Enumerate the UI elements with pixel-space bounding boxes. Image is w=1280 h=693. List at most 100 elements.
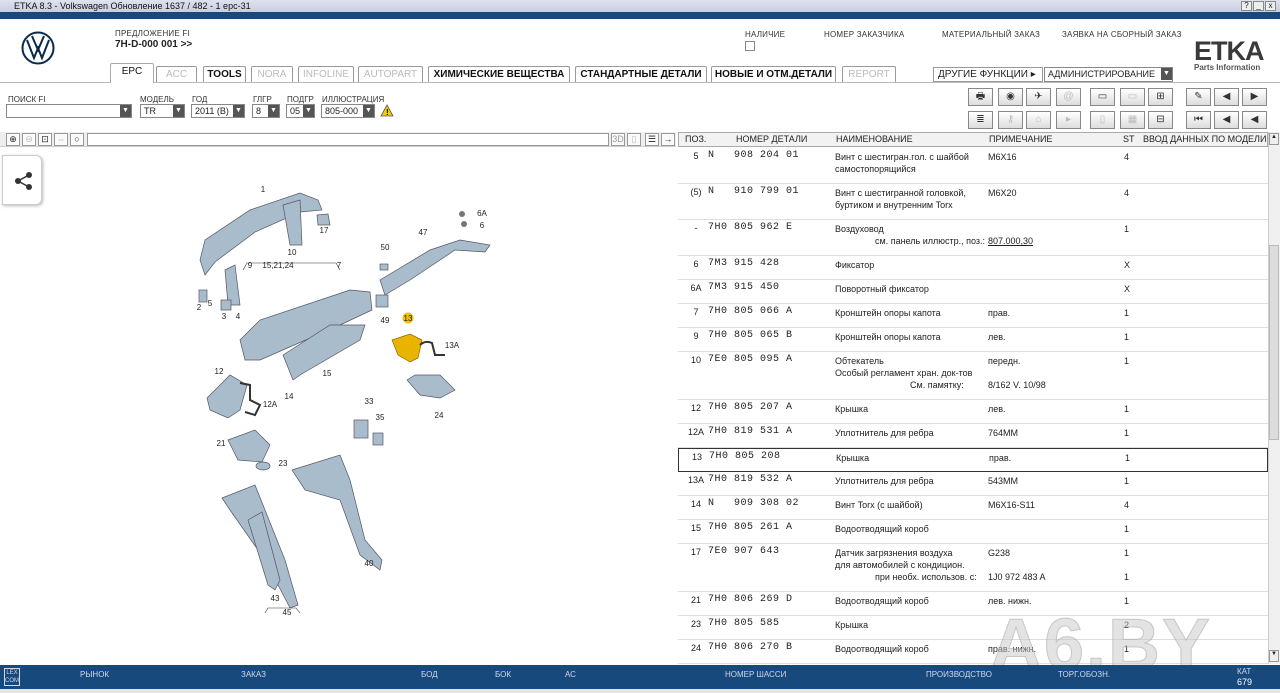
table-row[interactable]: 14 N 909 308 02 Винт Torx (с шайбой) M6X16-… bbox=[678, 496, 1268, 520]
tab-tools[interactable]: TOOLS bbox=[203, 66, 246, 82]
callout-15-21-24[interactable]: 15,21,24 bbox=[262, 261, 294, 270]
chevron-down-icon[interactable]: ▼ bbox=[1161, 68, 1172, 80]
table-row[interactable]: 9 7H0 805 065 B Кронштейн опоры капота лев.… bbox=[678, 328, 1268, 352]
callout-13[interactable]: 13 bbox=[404, 314, 413, 323]
prev-page-icon[interactable]: ◀ bbox=[1214, 88, 1239, 106]
chevron-down-icon[interactable]: ▼ bbox=[233, 105, 244, 117]
search-input[interactable]: ▼ bbox=[6, 104, 132, 118]
tab-infoline[interactable]: INFOLINE bbox=[298, 66, 354, 82]
col-note[interactable]: ПРИМЕЧАНИЕ bbox=[989, 134, 1053, 144]
connect-icon[interactable]: ▸ bbox=[1056, 111, 1081, 129]
table-row[interactable]: (5) N 910 799 01 Винт с шестигранной голов… bbox=[678, 184, 1268, 220]
back-icon[interactable]: ◀ bbox=[1242, 111, 1267, 129]
callout-17[interactable]: 17 bbox=[320, 226, 329, 235]
callout-13A[interactable]: 13A bbox=[445, 341, 460, 350]
callout-1[interactable]: 1 bbox=[261, 185, 266, 194]
callout-7[interactable]: 7 bbox=[337, 261, 342, 270]
cd-icon[interactable]: ◉ bbox=[998, 88, 1023, 106]
pch-icon[interactable]: ▦ bbox=[1120, 111, 1145, 129]
callout-33[interactable]: 33 bbox=[365, 397, 374, 406]
3d-button[interactable]: 3D bbox=[611, 133, 625, 146]
callout-43[interactable]: 43 bbox=[271, 594, 280, 603]
offer-link[interactable]: 7H-D-000 001 >> bbox=[115, 39, 193, 50]
layout-icon[interactable]: ☰ bbox=[645, 133, 659, 146]
callout-10[interactable]: 10 bbox=[288, 248, 297, 257]
device-icon[interactable]: ▯ bbox=[1090, 111, 1115, 129]
parts-illustration[interactable]: 1 17 10 9 15,21,24 7 50 47 6A 6 2 53 4 49 13 13A 12 15 14 1… bbox=[180, 180, 510, 625]
table-row[interactable]: 6A 7M3 915 450 Поворотный фиксатор X bbox=[678, 280, 1268, 304]
cart-add-icon[interactable]: ⊞ bbox=[1148, 88, 1173, 106]
minimize-button[interactable]: _ bbox=[1253, 1, 1264, 11]
zoom-in-icon[interactable]: ⊕ bbox=[6, 133, 20, 146]
callout-24[interactable]: 24 bbox=[435, 411, 444, 420]
callout-45[interactable]: 45 bbox=[283, 608, 292, 617]
col-part-number[interactable]: НОМЕР ДЕТАЛИ bbox=[736, 134, 808, 144]
sub-group-select[interactable]: 05 ▼ bbox=[286, 104, 315, 118]
other-functions-select[interactable]: АДМИНИСТРИРОВАНИЕ ▼ bbox=[1044, 67, 1173, 82]
col-name[interactable]: НАИМЕНОВАНИЕ bbox=[836, 134, 913, 144]
email-icon[interactable]: @ bbox=[1056, 88, 1081, 106]
tab-новые-и-отм-детали[interactable]: НОВЫЕ И ОТМ.ДЕТАЛИ bbox=[711, 66, 836, 82]
table-row[interactable]: 13 7H0 805 208 Крышка прав. 1 bbox=[678, 448, 1268, 472]
list-icon[interactable]: ≣ bbox=[968, 111, 993, 129]
chevron-down-icon[interactable]: ▼ bbox=[173, 105, 184, 117]
warning-icon[interactable]: ! bbox=[380, 104, 394, 117]
tab-стандартные-детали[interactable]: СТАНДАРТНЫЕ ДЕТАЛИ bbox=[575, 66, 707, 82]
callout-23[interactable]: 23 bbox=[279, 459, 288, 468]
callout-12[interactable]: 12 bbox=[215, 367, 224, 376]
tab-autopart[interactable]: AUTOPART bbox=[358, 66, 423, 82]
viewer-path-field[interactable] bbox=[87, 133, 609, 146]
table-row[interactable]: 15 7H0 805 261 A Водоотводящий короб 1 bbox=[678, 520, 1268, 544]
table-row[interactable]: 7 7H0 805 066 A Кронштейн опоры капота прав… bbox=[678, 304, 1268, 328]
callout-15[interactable]: 15 bbox=[323, 369, 332, 378]
scrollbar-thumb[interactable] bbox=[1269, 245, 1279, 440]
callout-4[interactable]: 4 bbox=[236, 312, 241, 321]
col-qty[interactable]: ST bbox=[1123, 134, 1135, 144]
world-icon[interactable]: ✈ bbox=[1026, 88, 1051, 106]
close-button[interactable]: x bbox=[1265, 1, 1276, 11]
table-row[interactable]: 12 7H0 805 207 A Крышка лев. 1 bbox=[678, 400, 1268, 424]
col-model-data[interactable]: ВВОД ДАННЫХ ПО МОДЕЛИ bbox=[1143, 134, 1267, 144]
callout-40[interactable]: 40 bbox=[365, 559, 374, 568]
col-pos[interactable]: ПОЗ. bbox=[685, 134, 707, 144]
table-row[interactable]: -7H0 805 962 E Воздуховод см. панель иллю… bbox=[678, 220, 1268, 256]
expand-icon[interactable]: → bbox=[661, 133, 675, 146]
callout-2[interactable]: 2 bbox=[197, 303, 202, 312]
callout-6[interactable]: 6 bbox=[480, 221, 485, 230]
table-row[interactable]: 10 7E0 805 095 A Обтекатель Особый регламен… bbox=[678, 352, 1268, 400]
pin-icon[interactable]: ✎ bbox=[1186, 88, 1211, 106]
table-row[interactable]: 6 7M3 915 428 Фиксатор X bbox=[678, 256, 1268, 280]
tab-report[interactable]: REPORT bbox=[842, 66, 896, 82]
magnifier-icon[interactable]: ○ bbox=[70, 133, 84, 146]
chevron-down-icon[interactable]: ▼ bbox=[268, 105, 279, 117]
pan-icon[interactable]: ⇔ bbox=[54, 133, 68, 146]
model-select[interactable]: TR ▼ bbox=[140, 104, 185, 118]
availability-checkbox[interactable] bbox=[745, 41, 755, 51]
cart-icon[interactable]: ⊟ bbox=[1148, 111, 1173, 129]
table-row[interactable]: 12A 7H0 819 531 A Уплотнитель для ребра 764… bbox=[678, 424, 1268, 448]
callout-21[interactable]: 21 bbox=[217, 439, 226, 448]
first-icon[interactable]: ⏮ bbox=[1186, 111, 1211, 129]
assembly-order-button[interactable]: ЗАЯВКА НА СБОРНЫЙ ЗАКАЗ bbox=[1062, 30, 1182, 39]
callout-49[interactable]: 49 bbox=[381, 316, 390, 325]
scroll-up-button[interactable]: ▲ bbox=[1269, 133, 1279, 145]
share-button[interactable] bbox=[2, 155, 42, 205]
back-first-icon[interactable]: ◀ bbox=[1214, 111, 1239, 129]
table-row[interactable]: 13A 7H0 819 532 A Уплотнитель для ребра 543… bbox=[678, 472, 1268, 496]
customer-number-button[interactable]: НОМЕР ЗАКАЗЧИКА bbox=[824, 30, 905, 39]
tab-nora[interactable]: NORA bbox=[251, 66, 293, 82]
print-icon[interactable]: 🖶 bbox=[968, 88, 993, 106]
zoom-out-icon[interactable]: ⊖ bbox=[22, 133, 36, 146]
help-button[interactable]: ? bbox=[1241, 1, 1252, 11]
callout-50[interactable]: 50 bbox=[381, 243, 390, 252]
callout-9[interactable]: 9 bbox=[248, 261, 253, 270]
tab-epc[interactable]: EPC bbox=[110, 63, 154, 83]
year-select[interactable]: 2011 (B) ▼ bbox=[191, 104, 245, 118]
table-row[interactable]: 5 N 908 204 01 Винт с шестигран.гол. с шай… bbox=[678, 148, 1268, 184]
chevron-down-icon[interactable]: ▼ bbox=[363, 105, 374, 117]
elsa-icon[interactable]: ▭ bbox=[1090, 88, 1115, 106]
callout-14[interactable]: 14 bbox=[285, 392, 294, 401]
next-page-icon[interactable]: ▶ bbox=[1242, 88, 1267, 106]
callout-35[interactable]: 35 bbox=[376, 413, 385, 422]
callout-12A[interactable]: 12A bbox=[263, 400, 278, 409]
